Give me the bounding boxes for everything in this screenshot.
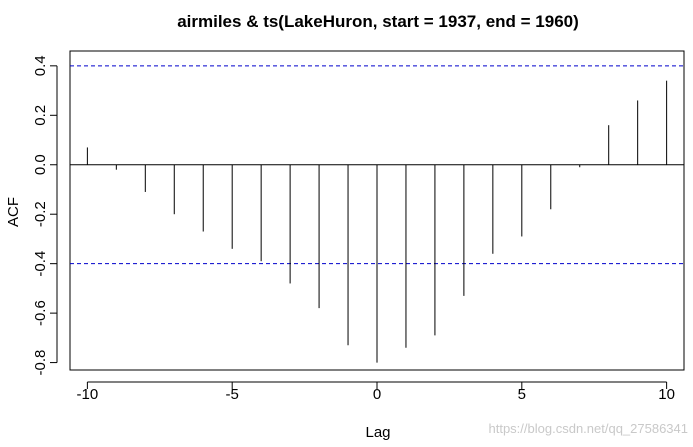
x-tick-label: 10 <box>658 386 675 403</box>
x-axis-label: Lag <box>365 424 390 441</box>
chart-title: airmiles & ts(LakeHuron, start = 1937, e… <box>177 12 579 31</box>
y-tick-label: -0.6 <box>32 300 49 326</box>
y-tick-label: -0.4 <box>32 251 49 277</box>
x-tick-label: -5 <box>226 386 239 403</box>
x-tick-label: -10 <box>77 386 99 403</box>
y-tick-label: 0.4 <box>32 55 49 76</box>
y-tick-label: 0.2 <box>32 105 49 126</box>
x-tick-label: 0 <box>373 386 381 403</box>
chart-marks <box>70 65 684 363</box>
x-tick-label: 5 <box>518 386 526 403</box>
y-axis-label: ACF <box>5 197 22 227</box>
chart-axes: -10 -5 0 5 10 -0.8 -0.6 -0.4 -0.2 0.0 0.2 0.4 <box>32 55 675 403</box>
y-tick-label: 0.0 <box>32 154 49 175</box>
y-tick-label: -0.2 <box>32 201 49 227</box>
y-tick-label: -0.8 <box>32 350 49 376</box>
plot-frame <box>69 50 685 371</box>
watermark: https://blog.csdn.net/qq_27586341 <box>489 421 689 436</box>
